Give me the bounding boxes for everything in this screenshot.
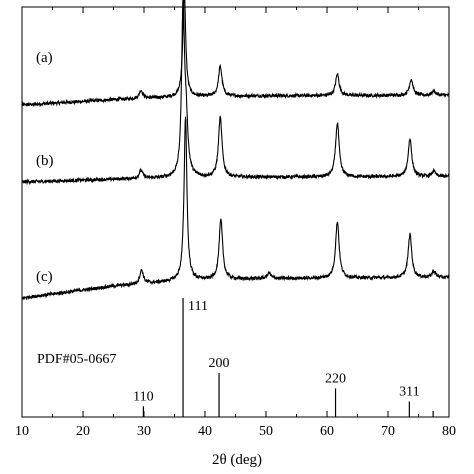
series-line	[21, 116, 450, 301]
series-line	[21, 0, 450, 186]
x-tick-label: 30	[137, 424, 151, 439]
reference-hkl-label: 111	[188, 299, 208, 314]
x-axis: 10 20 30 40 50 60 70 80	[15, 7, 456, 439]
reference-title: PDF#05-0667	[37, 352, 116, 367]
reference-hkl-label: 311	[399, 385, 419, 400]
reference-hkl-label: 220	[325, 371, 346, 386]
x-tick-label: 10	[15, 424, 29, 439]
series-line	[21, 0, 450, 108]
x-tick-label: 20	[76, 424, 90, 439]
x-tick-label: 50	[259, 424, 273, 439]
reference-hkl-label: 200	[209, 356, 230, 371]
x-axis-label: 2θ (deg)	[212, 452, 262, 468]
series-label: (b)	[36, 153, 54, 169]
series-label: (a)	[36, 50, 53, 66]
x-tick-label: 60	[320, 424, 334, 439]
reference-pattern: PDF#05-0667 110 111 200 220 311	[37, 298, 434, 417]
x-tick-label: 70	[381, 424, 395, 439]
x-tick-label: 40	[198, 424, 212, 439]
series-group: (a) (b) (c)	[21, 0, 450, 301]
x-tick-label: 80	[442, 424, 456, 439]
reference-hkl-label: 110	[133, 389, 153, 404]
series-label: (c)	[36, 269, 53, 285]
